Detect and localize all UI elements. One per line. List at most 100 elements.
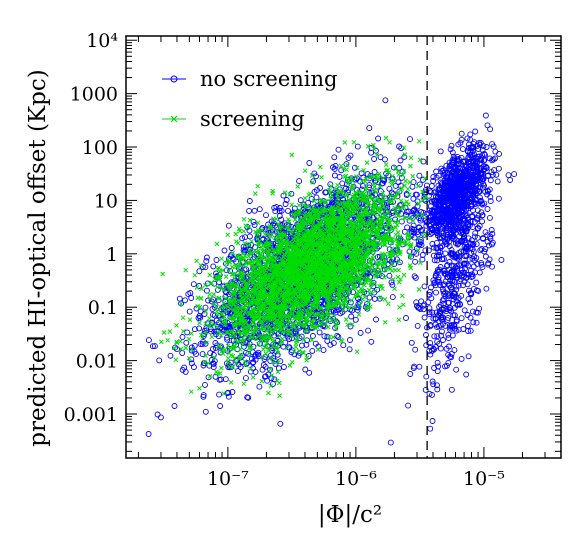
data-point: [496, 150, 503, 157]
data-point: [461, 203, 468, 210]
data-point: [438, 316, 445, 323]
data-point: [199, 351, 206, 358]
data-point: [389, 294, 396, 301]
data-point: [438, 328, 445, 335]
data-point: [278, 207, 285, 214]
data-point: [438, 184, 445, 191]
data-point: [361, 167, 366, 173]
data-point: [397, 157, 404, 164]
data-point: [488, 227, 495, 233]
data-point: [415, 213, 420, 219]
data-point: [370, 283, 377, 290]
data-point: [222, 376, 229, 383]
data-point: [210, 360, 217, 367]
data-point: [447, 305, 454, 312]
data-point: [408, 339, 415, 346]
data-point: [296, 178, 303, 185]
data-point: [345, 180, 351, 186]
data-point: [228, 315, 233, 321]
data-point: [256, 383, 263, 390]
data-point: [438, 234, 445, 241]
data-point: [386, 272, 393, 279]
data-point: [392, 182, 399, 189]
data-point: [454, 301, 461, 308]
data-point: [447, 162, 454, 169]
data-point: [462, 211, 468, 217]
data-point: [495, 165, 502, 172]
data-point: [432, 315, 439, 322]
data-point: [442, 293, 449, 300]
data-point: [429, 227, 436, 233]
data-point: [409, 183, 416, 190]
data-point: [473, 254, 480, 261]
data-point: [417, 237, 424, 243]
data-point: [200, 393, 207, 400]
data-point: [225, 222, 232, 229]
data-point: [430, 174, 437, 180]
data-point: [346, 346, 353, 353]
data-point: [412, 191, 419, 198]
data-point: [188, 360, 195, 367]
data-point: [217, 403, 224, 409]
data-point: [347, 152, 354, 159]
data-point: [161, 330, 167, 335]
data-point: [243, 266, 250, 273]
data-point: [434, 333, 441, 340]
data-point: [408, 163, 413, 169]
data-point: [420, 189, 426, 195]
data-point: [326, 334, 332, 340]
data-point: [417, 306, 424, 312]
data-point: [380, 190, 386, 196]
data-point: [457, 228, 463, 235]
data-point: [165, 337, 170, 343]
data-point: [436, 308, 443, 315]
data-point: [411, 273, 418, 280]
data-point: [434, 368, 441, 375]
data-point: [425, 247, 432, 254]
data-point: [439, 228, 446, 235]
data-point: [338, 167, 345, 174]
data-point: [490, 156, 497, 163]
data-point: [441, 199, 448, 205]
data-point: [412, 274, 419, 281]
data-point: [400, 302, 406, 308]
data-point: [319, 175, 324, 180]
data-point: [272, 208, 279, 215]
data-point: [484, 122, 491, 129]
data-point: [332, 309, 339, 316]
data-point: [441, 190, 448, 197]
data-point: [463, 228, 470, 235]
data-point: [192, 272, 198, 278]
data-point: [263, 212, 269, 219]
data-point: [339, 180, 346, 187]
data-point: [340, 192, 346, 198]
data-point: [254, 351, 261, 358]
data-point: [275, 350, 281, 356]
data-point: [463, 244, 470, 250]
data-point: [145, 337, 152, 344]
data-point: [347, 337, 353, 343]
data-point: [472, 188, 479, 195]
data-point: [455, 141, 462, 148]
data-point: [431, 197, 437, 204]
data-point: [347, 323, 354, 330]
data-point: [174, 323, 179, 328]
data-point: [377, 184, 383, 189]
data-point: [196, 268, 203, 275]
data-point: [199, 264, 206, 270]
data-point: [445, 351, 452, 358]
series-screening-points: [158, 135, 429, 398]
data-point: [462, 225, 468, 232]
data-point: [376, 295, 383, 302]
data-point: [435, 276, 442, 283]
data-point: [344, 167, 349, 172]
data-point: [371, 156, 378, 162]
data-point: [334, 332, 341, 339]
data-point: [450, 211, 457, 218]
data-point: [379, 180, 386, 187]
data-point: [355, 304, 362, 311]
data-point: [171, 403, 178, 409]
data-point: [387, 139, 392, 145]
data-point: [194, 258, 199, 264]
data-point: [366, 125, 373, 132]
